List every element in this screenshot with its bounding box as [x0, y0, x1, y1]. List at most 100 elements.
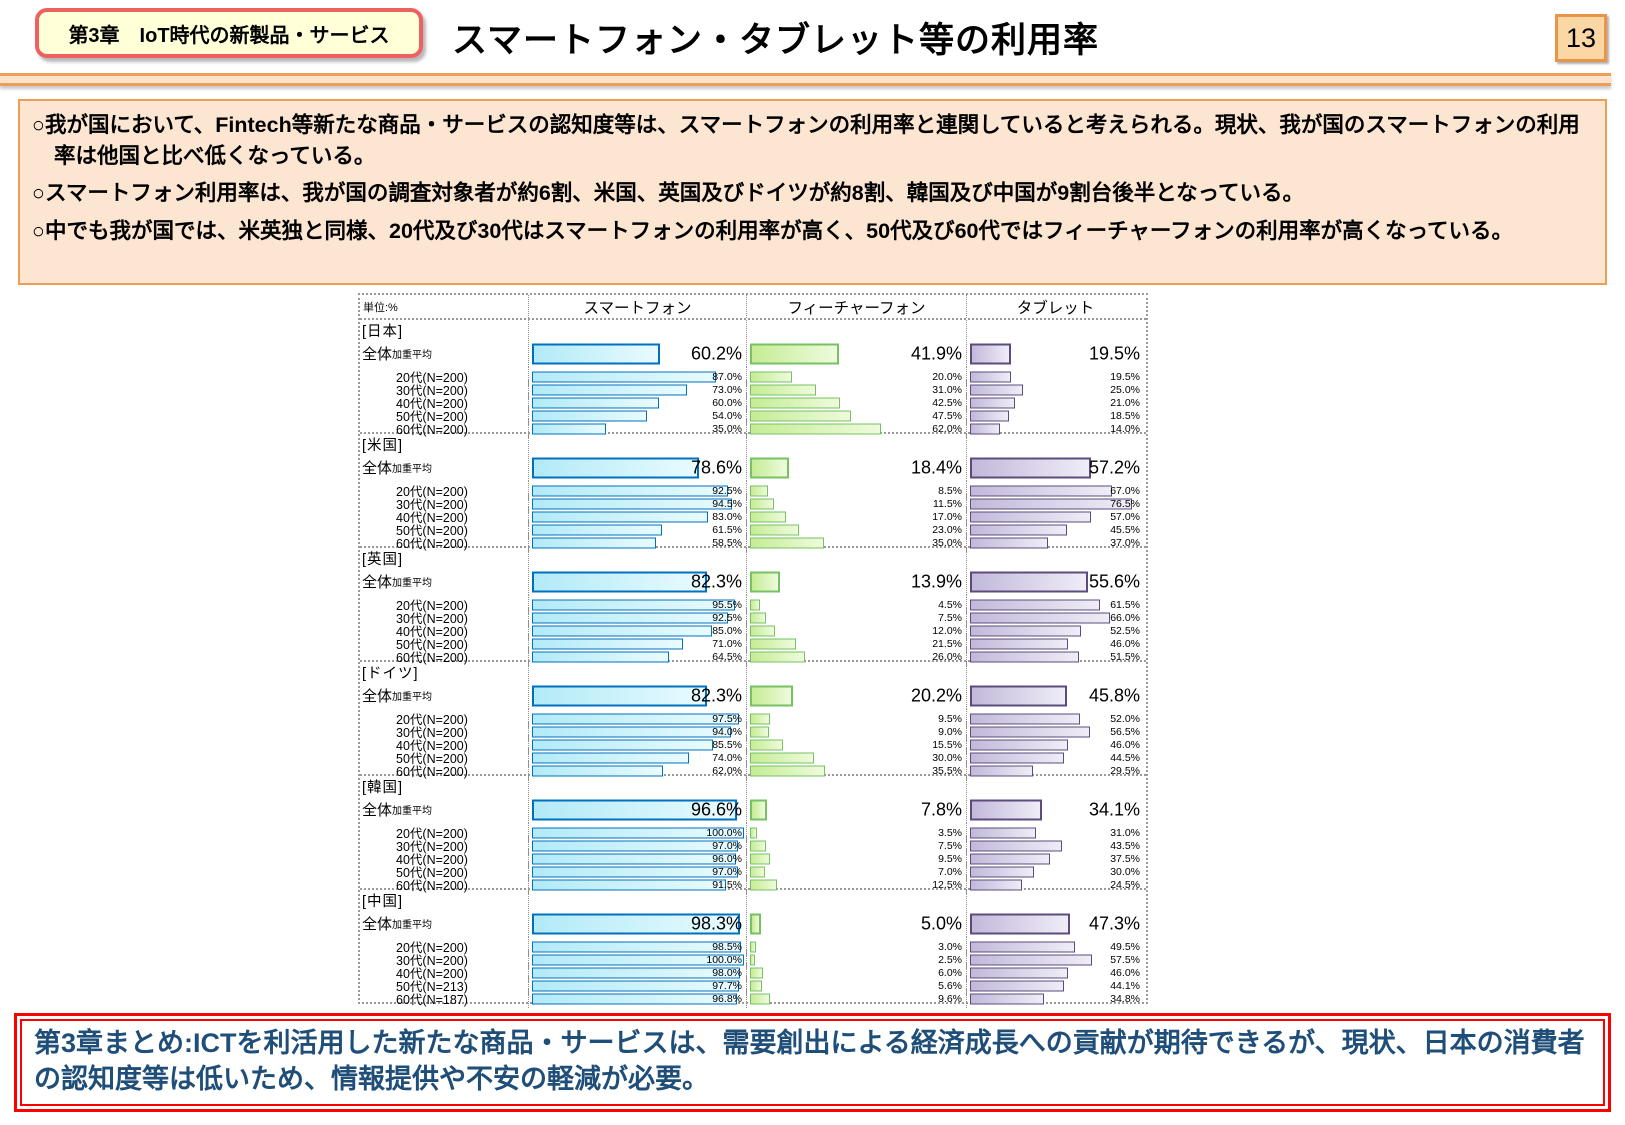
- smartphone-bar: [532, 599, 735, 610]
- featurephone-bar: [750, 485, 768, 496]
- featurephone-bar-cell: 17.0%: [746, 507, 966, 526]
- featurephone-value: 12.5%: [932, 878, 962, 891]
- tablet-value: 76.5%: [1110, 497, 1140, 510]
- country-section: [日本] 全体 加重平均 60.2% 41.9% 19.5% 20代(N=200) 87.0%…: [360, 318, 1146, 438]
- smartphone-value: 98.5%: [712, 940, 742, 953]
- featurephone-value: 7.8%: [920, 799, 962, 819]
- featurephone-bar: [750, 685, 793, 706]
- smartphone-bar: [532, 954, 744, 965]
- featurephone-bar-cell: 47.5%: [746, 406, 966, 425]
- country-section: [韓国] 全体 加重平均 96.6% 7.8% 34.1% 20代(N=200) 100.0%…: [360, 774, 1146, 894]
- smartphone-bar: [532, 993, 738, 1004]
- total-label-sub: 加重平均: [392, 578, 433, 589]
- smartphone-bar: [532, 866, 738, 877]
- tablet-bar: [970, 537, 1049, 548]
- featurephone-value: 9.5%: [938, 712, 962, 725]
- featurephone-value: 3.0%: [938, 940, 962, 953]
- tablet-bar: [970, 625, 1082, 636]
- tablet-bar-cell: 18.5%: [966, 406, 1144, 425]
- featurephone-bar-cell: 13.9%: [746, 568, 966, 595]
- tablet-bar: [970, 827, 1036, 838]
- tablet-bar: [970, 866, 1034, 877]
- tablet-value: 19.5%: [1110, 370, 1140, 383]
- summary-box: ○我が国において、Fintech等新たな商品・サービスの認知度等は、スマートフォ…: [18, 99, 1607, 285]
- table-header-row: 単位:% スマートフォン フィーチャーフォン タブレット: [360, 295, 1146, 318]
- smartphone-value: 58.5%: [712, 536, 742, 549]
- tablet-bar: [970, 397, 1015, 408]
- header-divider: [0, 73, 1611, 86]
- featurephone-bar: [750, 913, 761, 934]
- tablet-value: 57.2%: [1088, 457, 1140, 477]
- tablet-value: 25.0%: [1110, 383, 1140, 396]
- tablet-value: 44.5%: [1110, 751, 1140, 764]
- featurephone-bar-cell: 8.5%: [746, 481, 966, 500]
- tablet-bar-cell: 49.5%: [966, 937, 1144, 956]
- featurephone-bar-cell: 12.5%: [746, 875, 966, 894]
- smartphone-bar: [532, 397, 660, 408]
- age-row: 20代(N=200) 97.5% 9.5% 52.0%: [360, 709, 1146, 728]
- age-row: 20代(N=200) 98.5% 3.0% 49.5%: [360, 937, 1146, 956]
- tablet-bar: [970, 685, 1068, 706]
- featurephone-bar-cell: 42.5%: [746, 393, 966, 412]
- total-row: 全体 加重平均 82.3% 13.9% 55.6%: [360, 568, 1146, 595]
- total-row-label: 全体 加重平均: [360, 568, 528, 595]
- smartphone-bar: [532, 625, 713, 636]
- featurephone-value: 5.0%: [920, 913, 962, 933]
- total-row-label: 全体 加重平均: [360, 682, 528, 709]
- smartphone-bar-cell: 82.3%: [528, 682, 746, 709]
- smartphone-bar-cell: 97.0%: [528, 836, 746, 855]
- smartphone-bar: [532, 371, 717, 382]
- tablet-bar: [970, 410, 1010, 421]
- tablet-bar: [970, 765, 1033, 776]
- tablet-bar-cell: 37.5%: [966, 849, 1144, 868]
- featurephone-bar: [750, 651, 806, 662]
- featurephone-bar-cell: 5.6%: [746, 976, 966, 995]
- smartphone-value: 97.7%: [712, 979, 742, 992]
- smartphone-bar: [532, 410, 647, 421]
- featurephone-value: 7.0%: [938, 865, 962, 878]
- empty-cell: [966, 776, 1144, 797]
- page-number-badge: 13: [1555, 14, 1607, 62]
- smartphone-value: 92.5%: [712, 484, 742, 497]
- age-row-label: 30代(N=200): [396, 840, 468, 854]
- featurephone-value: 7.5%: [938, 839, 962, 852]
- empty-cell: [966, 434, 1144, 455]
- featurephone-value: 20.0%: [932, 370, 962, 383]
- featurephone-bar: [750, 980, 762, 991]
- country-name-label: [日本]: [362, 324, 404, 340]
- smartphone-bar: [532, 853, 736, 864]
- country-name-row: [ドイツ]: [360, 662, 1146, 683]
- age-row: 30代(N=200) 94.0% 9.0% 56.5%: [360, 722, 1146, 741]
- empty-cell: [528, 890, 746, 911]
- featurephone-bar: [750, 599, 760, 610]
- tablet-bar-cell: 57.5%: [966, 950, 1144, 969]
- smartphone-bar: [532, 827, 744, 838]
- age-row-label: 20代(N=200): [396, 713, 468, 727]
- featurephone-value: 7.5%: [938, 611, 962, 624]
- tablet-bar-cell: 66.0%: [966, 608, 1144, 627]
- tablet-bar-cell: 57.0%: [966, 507, 1144, 526]
- smartphone-bar: [532, 485, 729, 496]
- featurephone-bar-cell: 21.5%: [746, 634, 966, 653]
- featurephone-value: 11.5%: [933, 497, 962, 510]
- smartphone-bar-cell: 96.6%: [528, 796, 746, 823]
- tablet-bar-cell: 57.2%: [966, 454, 1144, 481]
- smartphone-bar-cell: 98.3%: [528, 910, 746, 937]
- tablet-value: 55.6%: [1088, 571, 1140, 591]
- total-row: 全体 加重平均 78.6% 18.4% 57.2%: [360, 454, 1146, 481]
- smartphone-bar: [532, 752, 689, 763]
- tablet-value: 19.5%: [1088, 343, 1140, 363]
- tablet-bar: [970, 840, 1063, 851]
- age-row-label: 40代(N=200): [396, 967, 468, 981]
- age-row: 30代(N=200) 97.0% 7.5% 43.5%: [360, 836, 1146, 855]
- tablet-bar-cell: 67.0%: [966, 481, 1144, 500]
- tablet-value: 52.5%: [1110, 624, 1140, 637]
- smartphone-bar-cell: 74.0%: [528, 748, 746, 767]
- tablet-value: 67.0%: [1110, 484, 1140, 497]
- featurephone-bar: [750, 853, 771, 864]
- featurephone-bar: [750, 343, 839, 364]
- featurephone-bar: [750, 498, 775, 509]
- smartphone-bar-cell: 54.0%: [528, 406, 746, 425]
- featurephone-bar-cell: 15.5%: [746, 735, 966, 754]
- featurephone-bar-cell: 62.0%: [746, 419, 966, 438]
